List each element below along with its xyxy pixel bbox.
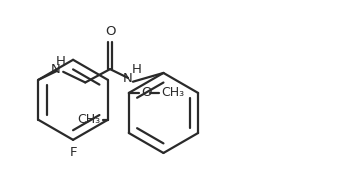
Text: N: N	[123, 72, 133, 85]
Text: O: O	[105, 25, 115, 38]
Text: CH₃: CH₃	[161, 86, 184, 99]
Text: H: H	[132, 63, 142, 76]
Text: N: N	[51, 63, 61, 76]
Text: F: F	[69, 146, 77, 159]
Text: O: O	[142, 86, 152, 99]
Text: CH₃: CH₃	[78, 113, 101, 126]
Text: H: H	[56, 55, 65, 68]
